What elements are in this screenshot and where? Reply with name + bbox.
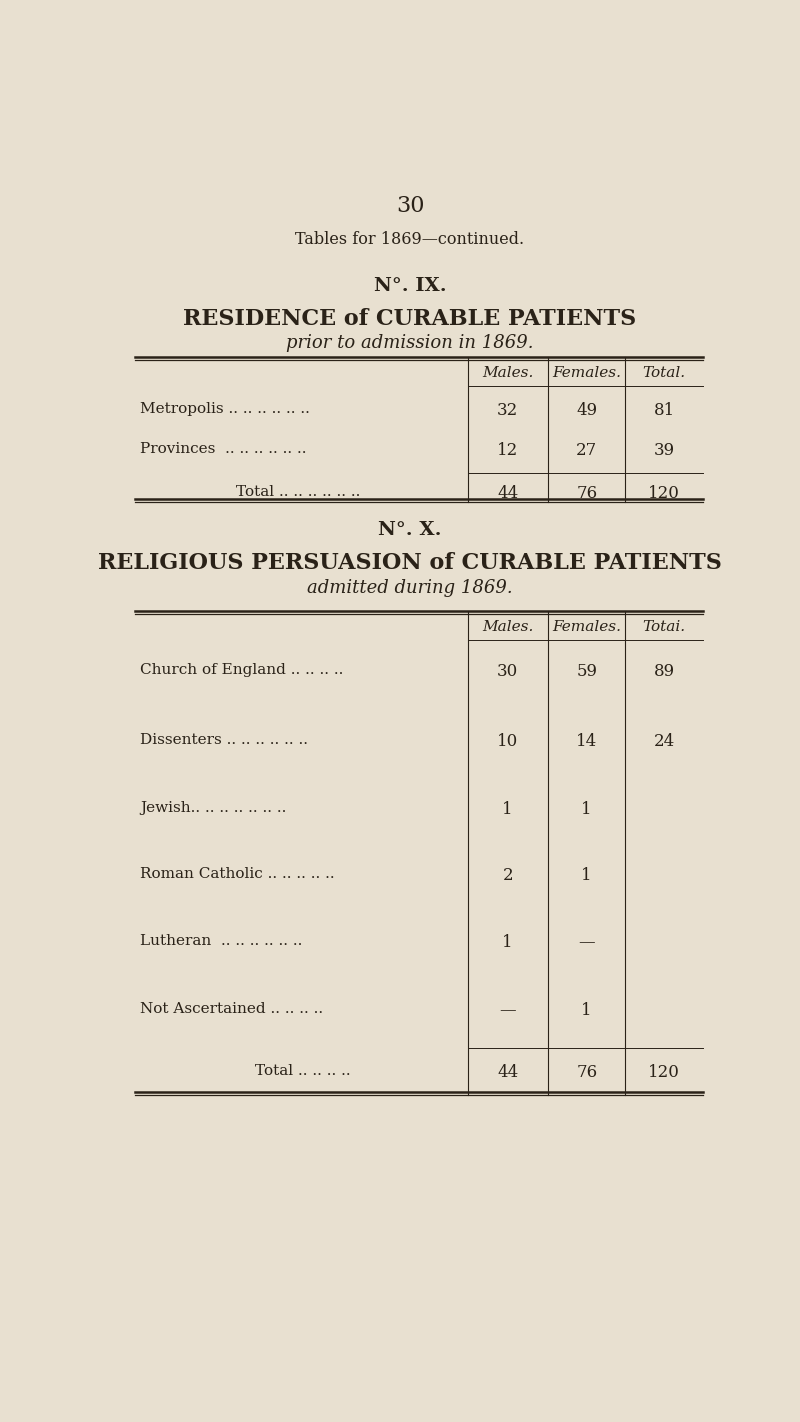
Text: Total.: Total. bbox=[642, 367, 686, 380]
Text: 89: 89 bbox=[654, 664, 674, 681]
Text: Jewish.. .. .. .. .. .. ..: Jewish.. .. .. .. .. .. .. bbox=[140, 801, 286, 815]
Text: 32: 32 bbox=[497, 401, 518, 418]
Text: prior to admission in 1869.: prior to admission in 1869. bbox=[286, 334, 534, 351]
Text: —: — bbox=[578, 934, 595, 951]
Text: 1: 1 bbox=[502, 934, 513, 951]
Text: 1: 1 bbox=[502, 801, 513, 818]
Text: 14: 14 bbox=[576, 732, 598, 749]
Text: N°. X.: N°. X. bbox=[378, 520, 442, 539]
Text: 120: 120 bbox=[648, 1064, 680, 1081]
Text: 59: 59 bbox=[576, 664, 597, 681]
Text: 76: 76 bbox=[576, 485, 598, 502]
Text: 44: 44 bbox=[497, 1064, 518, 1081]
Text: 30: 30 bbox=[396, 195, 424, 218]
Text: —: — bbox=[499, 1003, 516, 1020]
Text: Tables for 1869—continued.: Tables for 1869—continued. bbox=[295, 230, 525, 247]
Text: 81: 81 bbox=[654, 401, 675, 418]
Text: admitted during 1869.: admitted during 1869. bbox=[307, 579, 513, 597]
Text: 44: 44 bbox=[497, 485, 518, 502]
Text: 39: 39 bbox=[654, 442, 674, 459]
Text: Females.: Females. bbox=[552, 367, 622, 380]
Text: RESIDENCE of CURABLE PATIENTS: RESIDENCE of CURABLE PATIENTS bbox=[183, 307, 637, 330]
Text: Males.: Males. bbox=[482, 367, 534, 380]
Text: Total .. .. .. ..: Total .. .. .. .. bbox=[255, 1064, 350, 1078]
Text: 49: 49 bbox=[576, 401, 598, 418]
Text: Not Ascertained .. .. .. ..: Not Ascertained .. .. .. .. bbox=[140, 1003, 323, 1017]
Text: Total .. .. .. .. .. ..: Total .. .. .. .. .. .. bbox=[236, 485, 360, 499]
Text: 120: 120 bbox=[648, 485, 680, 502]
Text: N°. IX.: N°. IX. bbox=[374, 277, 446, 294]
Text: 2: 2 bbox=[502, 867, 513, 884]
Text: Totai.: Totai. bbox=[642, 620, 686, 634]
Text: 1: 1 bbox=[582, 801, 592, 818]
Text: 1: 1 bbox=[582, 867, 592, 884]
Text: 27: 27 bbox=[576, 442, 598, 459]
Text: Church of England .. .. .. ..: Church of England .. .. .. .. bbox=[140, 664, 344, 677]
Text: Males.: Males. bbox=[482, 620, 534, 634]
Text: Dissenters .. .. .. .. .. ..: Dissenters .. .. .. .. .. .. bbox=[140, 732, 308, 747]
Text: Roman Catholic .. .. .. .. ..: Roman Catholic .. .. .. .. .. bbox=[140, 867, 335, 882]
Text: Females.: Females. bbox=[552, 620, 622, 634]
Text: 24: 24 bbox=[654, 732, 675, 749]
Text: Metropolis .. .. .. .. .. ..: Metropolis .. .. .. .. .. .. bbox=[140, 401, 310, 415]
Text: Lutheran  .. .. .. .. .. ..: Lutheran .. .. .. .. .. .. bbox=[140, 934, 302, 948]
Text: RELIGIOUS PERSUASION of CURABLE PATIENTS: RELIGIOUS PERSUASION of CURABLE PATIENTS bbox=[98, 552, 722, 574]
Text: Provinces  .. .. .. .. .. ..: Provinces .. .. .. .. .. .. bbox=[140, 442, 307, 456]
Text: 12: 12 bbox=[497, 442, 518, 459]
Text: 76: 76 bbox=[576, 1064, 598, 1081]
Text: 30: 30 bbox=[497, 664, 518, 681]
Text: 10: 10 bbox=[497, 732, 518, 749]
Text: 1: 1 bbox=[582, 1003, 592, 1020]
